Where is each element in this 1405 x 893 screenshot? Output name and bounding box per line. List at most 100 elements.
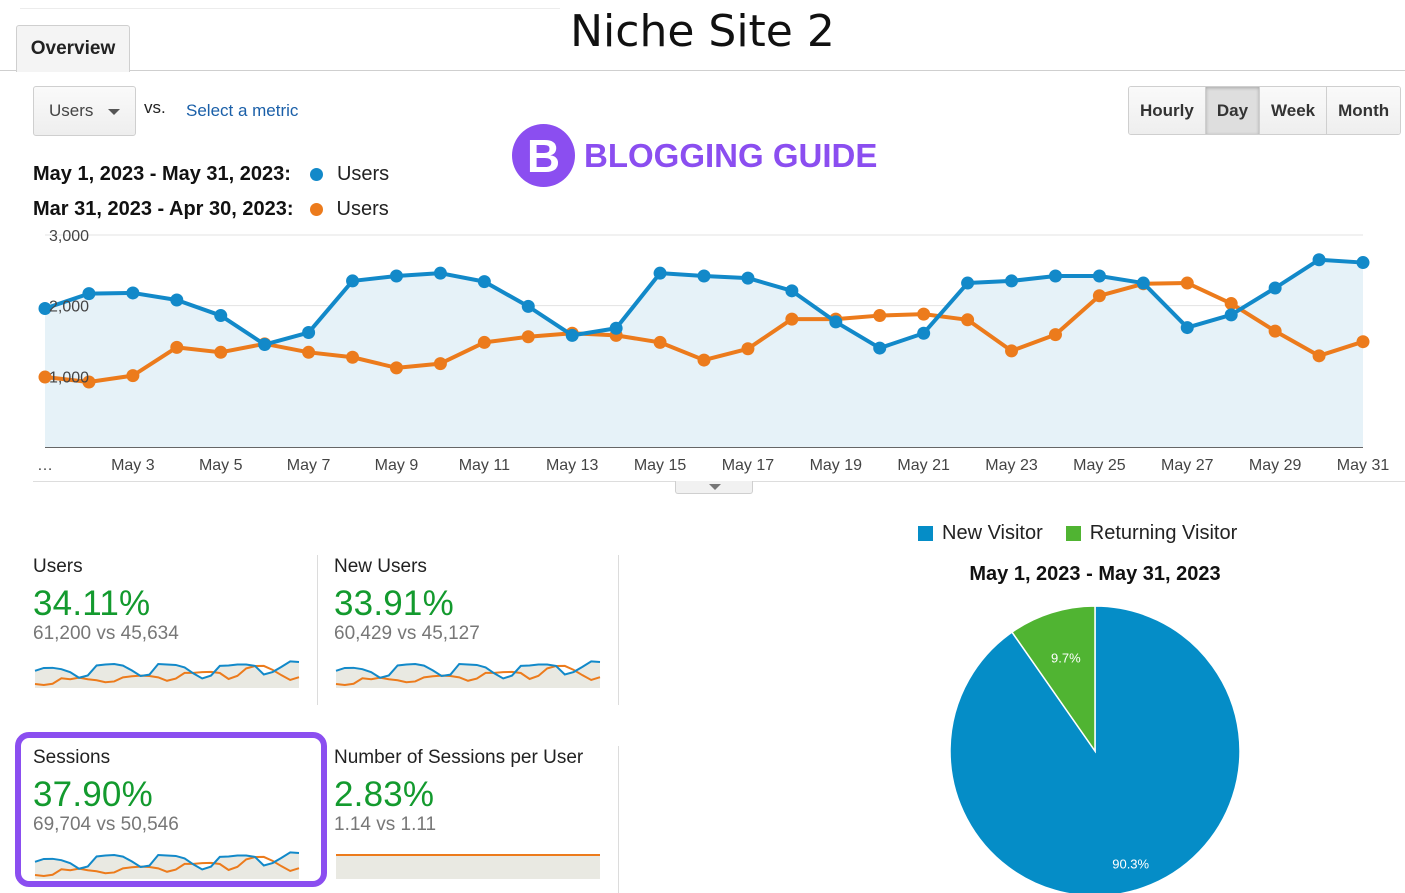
- week-button[interactable]: Week: [1259, 87, 1327, 134]
- x-tick-label: May 31: [1337, 457, 1390, 474]
- pie-legend-returning[interactable]: Returning Visitor: [1089, 522, 1238, 544]
- data-point[interactable]: [126, 369, 140, 383]
- card-users-compare: 61,200 vs 45,634: [33, 623, 179, 644]
- data-point[interactable]: [433, 266, 447, 280]
- data-point[interactable]: [741, 271, 755, 285]
- data-point[interactable]: [170, 340, 184, 354]
- pie-legend-new[interactable]: New Visitor: [942, 522, 1043, 544]
- data-point[interactable]: [302, 345, 316, 359]
- data-point[interactable]: [1268, 281, 1282, 295]
- data-point[interactable]: [1224, 297, 1238, 311]
- data-point[interactable]: [477, 335, 491, 349]
- data-point[interactable]: [38, 370, 52, 384]
- data-point[interactable]: [873, 341, 887, 355]
- x-tick-label: May 25: [1073, 457, 1126, 474]
- data-point[interactable]: [1312, 253, 1326, 267]
- pie-slice[interactable]: [950, 606, 1240, 893]
- data-point[interactable]: [917, 307, 931, 321]
- card-sessions-per-user-pct: 2.83%: [334, 775, 435, 814]
- day-button[interactable]: Day: [1204, 87, 1260, 134]
- data-point[interactable]: [1092, 269, 1106, 283]
- data-point[interactable]: [653, 335, 667, 349]
- data-point[interactable]: [1356, 256, 1370, 270]
- data-point[interactable]: [433, 357, 447, 371]
- data-point[interactable]: [38, 301, 52, 315]
- data-point[interactable]: [1005, 274, 1019, 288]
- card-new-users-compare: 60,429 vs 45,127: [334, 623, 480, 644]
- hourly-button[interactable]: Hourly: [1129, 87, 1205, 134]
- y-tick-label: 1,000: [49, 369, 89, 386]
- metric-dropdown[interactable]: Users: [33, 86, 136, 136]
- card-sessions-per-user-compare: 1.14 vs 1.11: [334, 814, 437, 835]
- data-point[interactable]: [1268, 324, 1282, 338]
- data-point[interactable]: [302, 326, 316, 340]
- data-point[interactable]: [477, 275, 491, 289]
- data-point[interactable]: [346, 274, 360, 288]
- data-point[interactable]: [1312, 349, 1326, 363]
- data-point[interactable]: [1005, 344, 1019, 358]
- data-point[interactable]: [961, 313, 975, 327]
- data-point[interactable]: [741, 342, 755, 356]
- data-point[interactable]: [521, 330, 535, 344]
- card-sessions-per-user-name: Number of Sessions per User: [334, 747, 584, 768]
- card-users-name: Users: [33, 556, 83, 577]
- card-divider: [317, 555, 318, 705]
- card-new-users-pct: 33.91%: [334, 584, 454, 623]
- data-point[interactable]: [1180, 276, 1194, 290]
- x-tick-label: May 15: [634, 457, 687, 474]
- data-point[interactable]: [82, 375, 96, 389]
- data-point[interactable]: [214, 309, 228, 323]
- data-point[interactable]: [961, 276, 975, 290]
- month-button[interactable]: Month: [1326, 87, 1401, 134]
- sparkline-area: [336, 855, 600, 879]
- card-sessions[interactable]: Sessions 37.90% 69,704 vs 50,546: [33, 747, 318, 893]
- data-point[interactable]: [1356, 335, 1370, 349]
- data-point[interactable]: [873, 309, 887, 323]
- data-point[interactable]: [1048, 269, 1062, 283]
- card-sessions-per-user-sparkline: [336, 854, 600, 879]
- data-point[interactable]: [82, 287, 96, 301]
- data-point[interactable]: [1048, 328, 1062, 342]
- data-point[interactable]: [1180, 321, 1194, 335]
- pie-legend: New Visitor Returning Visitor: [918, 522, 1237, 545]
- select-metric-link[interactable]: Select a metric: [186, 101, 299, 120]
- pie-slice[interactable]: [1010, 606, 1096, 754]
- card-users[interactable]: Users 34.11% 61,200 vs 45,634: [33, 556, 318, 706]
- data-point[interactable]: [829, 315, 843, 329]
- data-point[interactable]: [170, 293, 184, 307]
- legend-swatch-icon: [1065, 526, 1081, 541]
- data-point[interactable]: [126, 286, 140, 300]
- vs-label: vs.: [144, 98, 166, 117]
- tab-overview[interactable]: Overview: [16, 25, 130, 72]
- x-tick-label: May 11: [459, 457, 510, 474]
- card-users-sparkline: [34, 660, 300, 688]
- data-point[interactable]: [1092, 289, 1106, 303]
- data-point[interactable]: [521, 299, 535, 313]
- data-point[interactable]: [785, 312, 799, 326]
- data-point[interactable]: [609, 321, 623, 335]
- page-title: Niche Site 2: [570, 6, 835, 57]
- series-area: [45, 259, 1363, 447]
- data-point[interactable]: [785, 284, 799, 298]
- logo-text: BLOGGING GUIDE: [584, 136, 878, 174]
- blogging-guide-logo: B BLOGGING GUIDE: [512, 124, 877, 187]
- data-point[interactable]: [346, 350, 360, 364]
- data-point[interactable]: [917, 326, 931, 340]
- data-point[interactable]: [258, 338, 272, 352]
- data-point[interactable]: [697, 269, 711, 283]
- card-divider: [618, 555, 619, 705]
- card-new-users[interactable]: New Users 33.91% 60,429 vs 45,127: [334, 556, 619, 706]
- data-point[interactable]: [653, 266, 667, 280]
- data-point[interactable]: [389, 361, 403, 375]
- data-point[interactable]: [1136, 276, 1150, 290]
- top-divider: [20, 8, 560, 9]
- data-point[interactable]: [389, 269, 403, 283]
- collapse-chart-handle[interactable]: [675, 481, 753, 494]
- data-point[interactable]: [565, 328, 579, 342]
- data-point[interactable]: [214, 345, 228, 359]
- data-point[interactable]: [1224, 308, 1238, 322]
- data-point[interactable]: [697, 353, 711, 367]
- card-divider: [618, 746, 619, 893]
- card-sessions-per-user[interactable]: Number of Sessions per User 2.83% 1.14 v…: [334, 747, 619, 893]
- visitor-pie-chart: 90.3% 9.7%: [950, 606, 1240, 893]
